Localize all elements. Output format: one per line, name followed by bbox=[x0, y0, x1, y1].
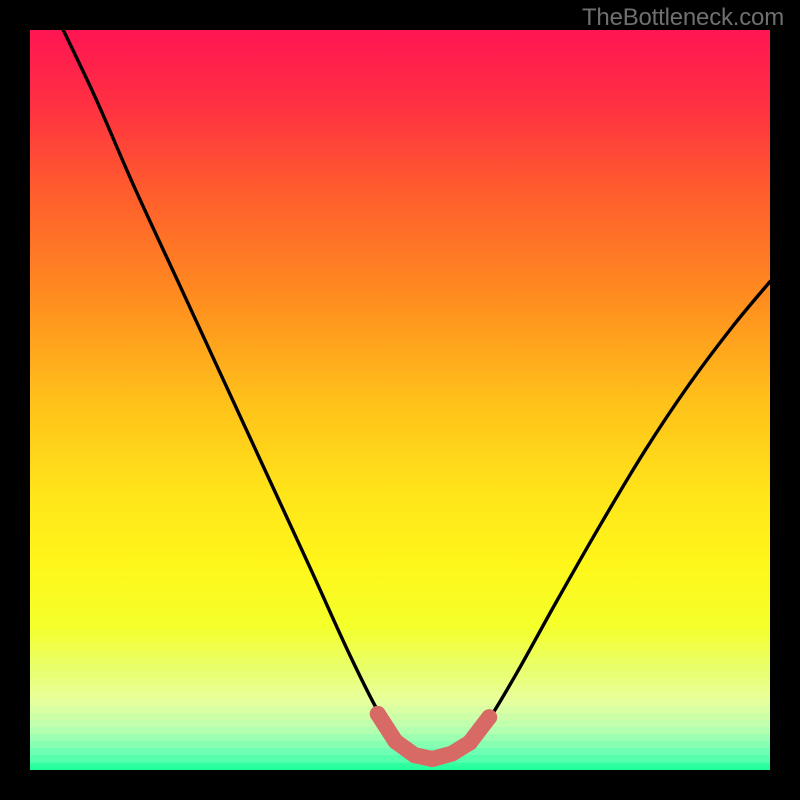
chart-svg bbox=[30, 30, 770, 770]
watermark-text: TheBottleneck.com bbox=[582, 4, 784, 32]
bottleneck-chart bbox=[30, 30, 770, 770]
